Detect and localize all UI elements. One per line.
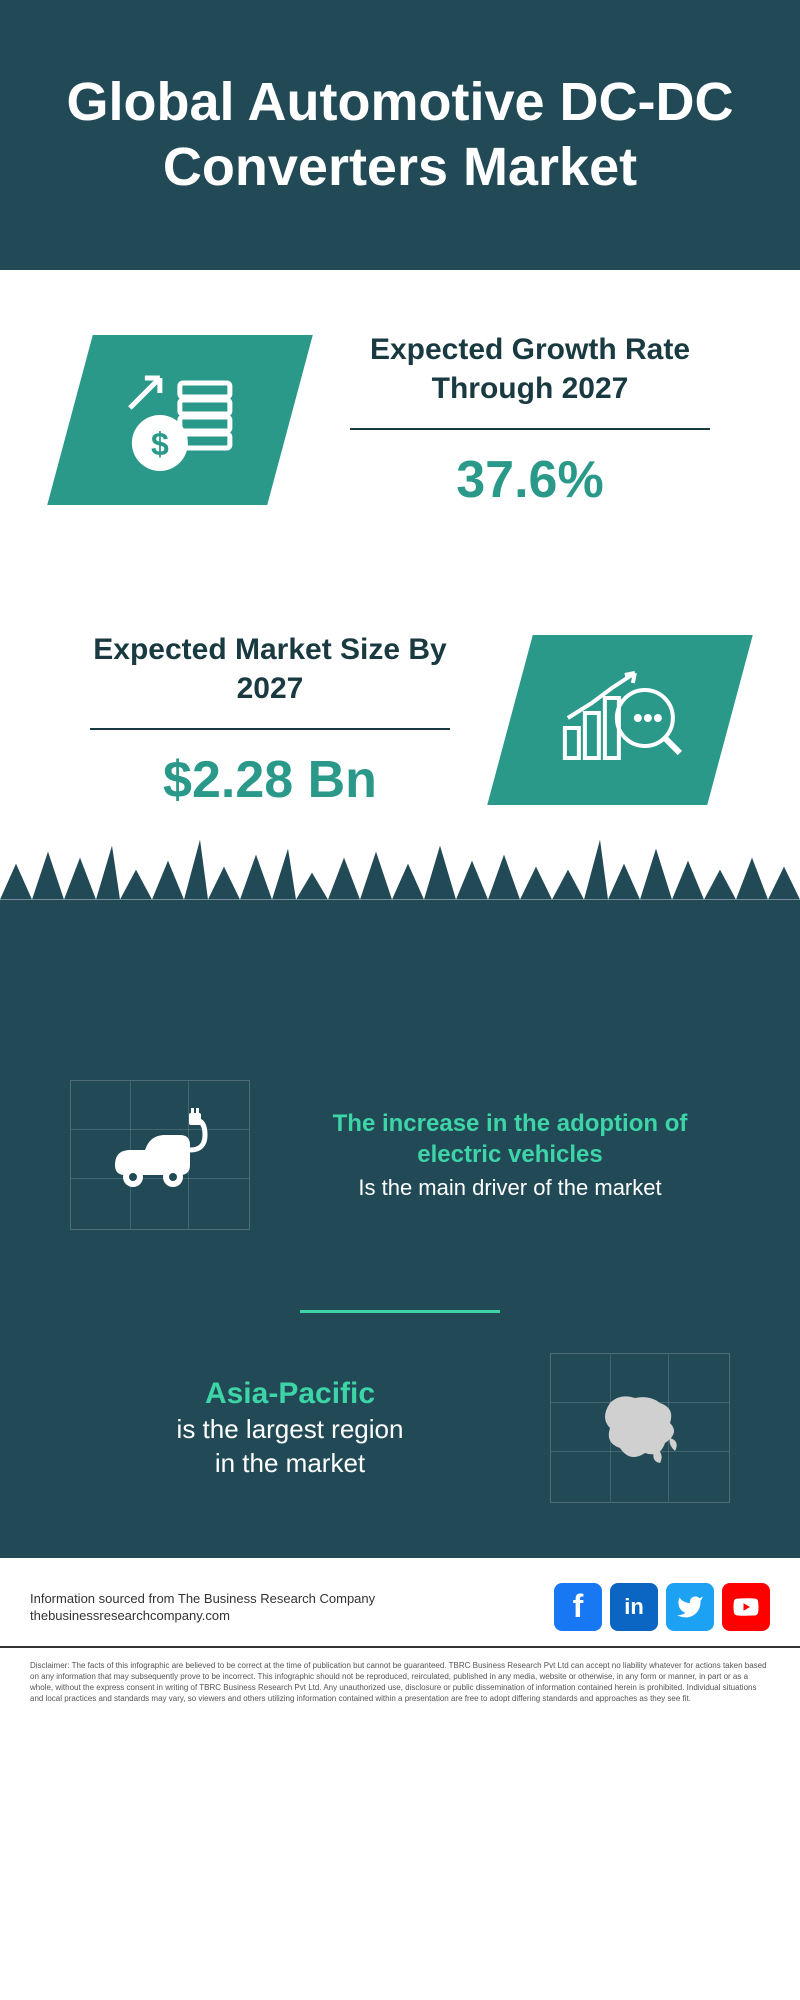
growth-icon-box: $ [47,335,313,505]
driver-text: The increase in the adoption of electric… [290,1108,730,1201]
market-label: Expected Market Size By 2027 [70,630,470,708]
market-text: Expected Market Size By 2027 $2.28 Bn [70,630,470,810]
footer-text: Information sourced from The Business Re… [30,1591,375,1623]
linkedin-icon[interactable]: in [610,1583,658,1631]
electric-vehicle-icon [95,1105,225,1205]
dark-section: The increase in the adoption of electric… [0,1080,800,1558]
skyline [0,900,800,1080]
market-size-section: Expected Market Size By 2027 $2.28 Bn [0,570,800,870]
driver-sub: Is the main driver of the market [290,1175,730,1201]
mid-divider [300,1310,500,1313]
region-text: Asia-Pacific is the largest region in th… [70,1374,510,1481]
footer: Information sourced from The Business Re… [0,1558,800,1648]
facebook-icon[interactable]: f [554,1583,602,1631]
region-sub2: in the market [70,1447,510,1481]
growth-label: Expected Growth Rate Through 2027 [330,330,730,408]
source-url: thebusinessresearchcompany.com [30,1608,375,1623]
growth-text: Expected Growth Rate Through 2027 37.6% [330,330,730,510]
region-sub1: is the largest region [70,1413,510,1447]
twitter-icon[interactable] [666,1583,714,1631]
header: Global Automotive DC-DC Converters Marke… [0,0,800,270]
disclaimer: Disclaimer: The facts of this infographi… [0,1648,800,1717]
social-icons: f in [554,1583,770,1631]
asia-map-icon [580,1383,700,1473]
money-growth-icon: $ [110,357,250,477]
divider [350,428,710,430]
region-highlight: Asia-Pacific [70,1374,510,1413]
driver-block: The increase in the adoption of electric… [70,1080,730,1270]
divider [90,728,450,730]
growth-value: 37.6% [330,450,730,510]
svg-text:$: $ [151,425,169,461]
market-value: $2.28 Bn [70,750,470,810]
market-analysis-icon [550,657,690,777]
page-title: Global Automotive DC-DC Converters Marke… [40,70,760,200]
map-icon-box [550,1353,730,1503]
growth-rate-section: $ Expected Growth Rate Through 2027 37.6… [0,270,800,570]
region-block: Asia-Pacific is the largest region in th… [70,1353,730,1503]
market-icon-box [487,635,753,805]
driver-highlight: The increase in the adoption of electric… [290,1108,730,1170]
youtube-icon[interactable] [722,1583,770,1631]
ev-icon-box [70,1080,250,1230]
source-line: Information sourced from The Business Re… [30,1591,375,1606]
